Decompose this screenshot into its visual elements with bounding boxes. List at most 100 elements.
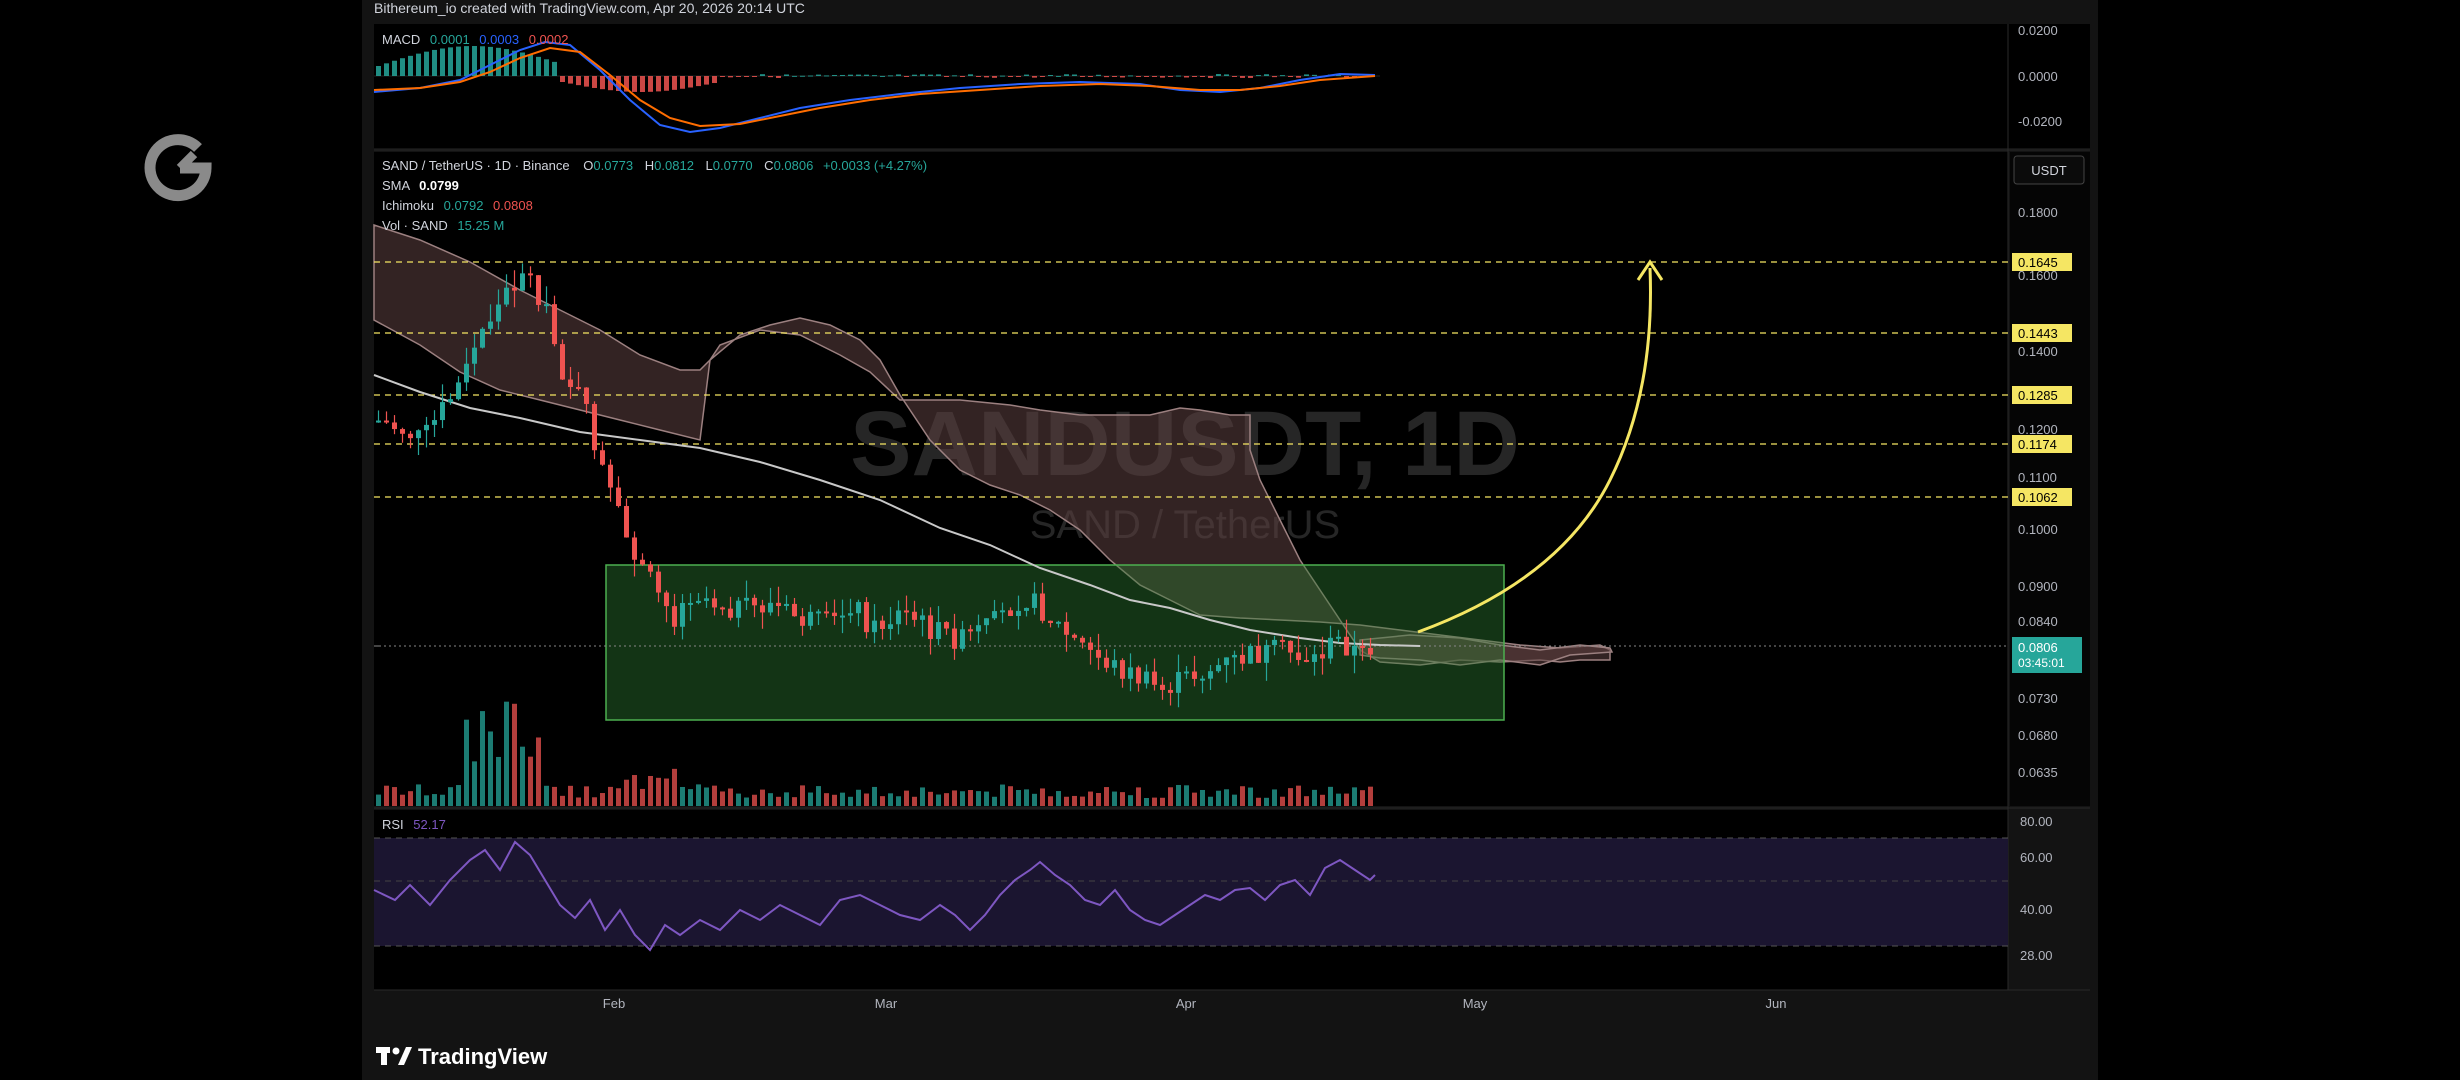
macd-bar — [912, 74, 917, 76]
candle — [1352, 645, 1357, 656]
volume-bar — [920, 787, 925, 806]
macd-bar — [440, 48, 445, 76]
macd-bar — [1200, 76, 1205, 77]
macd-bar — [664, 76, 669, 91]
candle — [616, 487, 621, 507]
macd-bar — [1264, 74, 1269, 76]
volume-bar — [1000, 784, 1005, 806]
candle — [576, 386, 581, 389]
candle — [560, 344, 565, 380]
volume-bar — [904, 790, 909, 806]
volume-bar — [1080, 796, 1085, 806]
volume-bar — [1248, 787, 1253, 806]
macd-bar — [808, 75, 813, 77]
volume-bar — [616, 788, 621, 806]
macd-bar — [960, 76, 965, 77]
volume-bar — [1184, 785, 1189, 806]
volume-bar — [856, 789, 861, 806]
macd-bar — [576, 76, 581, 86]
macd-bar — [976, 76, 981, 77]
volume-bar — [648, 775, 653, 806]
candle — [584, 387, 589, 404]
resistance-levels — [374, 261, 2008, 498]
volume-bar — [712, 785, 717, 806]
macd-bar — [512, 50, 517, 76]
volume-bar — [440, 794, 445, 806]
candle — [648, 564, 653, 572]
volume-bar — [872, 786, 877, 806]
macd-bar — [728, 76, 733, 78]
volume-bar — [496, 756, 501, 806]
candle — [640, 559, 645, 565]
candle — [1184, 671, 1189, 674]
volume-bar — [624, 779, 629, 806]
macd-bar — [472, 46, 477, 76]
volume-bar — [1264, 797, 1269, 806]
volume-bar — [608, 786, 613, 806]
volume-bar — [808, 792, 813, 806]
volume-bar — [848, 796, 853, 806]
volume-bar — [912, 796, 917, 806]
macd-bar — [936, 74, 941, 76]
macd-bar — [904, 76, 909, 77]
consolidation-box — [605, 564, 1505, 721]
price-axis — [2010, 152, 2090, 806]
volume-bar — [416, 784, 421, 806]
macd-bar — [744, 76, 749, 77]
candle — [408, 433, 413, 439]
candle — [472, 347, 477, 364]
candle — [1272, 639, 1277, 646]
macd-bar — [784, 74, 789, 76]
volume-bar — [768, 793, 773, 806]
candle — [480, 328, 485, 348]
volume-bar — [1008, 786, 1013, 806]
candle — [968, 629, 973, 632]
volume-bar — [776, 796, 781, 806]
candle — [768, 602, 773, 613]
volume-bar — [720, 791, 725, 806]
volume-bar — [1200, 789, 1205, 806]
candle — [784, 603, 789, 607]
candle — [552, 304, 557, 345]
candle — [872, 620, 877, 633]
volume-bars — [376, 701, 1373, 806]
macd-bar — [432, 49, 437, 76]
macd-bar — [736, 76, 741, 77]
candle — [400, 429, 405, 434]
macd-bar — [384, 63, 389, 76]
macd-bar — [656, 76, 661, 92]
volume-bar — [424, 795, 429, 806]
candle — [680, 602, 685, 627]
macd-bar — [392, 60, 397, 76]
candle — [1120, 660, 1125, 679]
macd-bar — [1072, 74, 1077, 76]
volume-bar — [1120, 792, 1125, 806]
candle — [808, 611, 813, 626]
volume-bar — [464, 719, 469, 806]
candle — [704, 598, 709, 601]
candle — [392, 422, 397, 430]
volume-bar — [1216, 790, 1221, 806]
candle — [416, 430, 421, 439]
app-logo-icon — [144, 134, 212, 202]
volume-bar — [1296, 785, 1301, 806]
macd-bar — [1080, 76, 1085, 77]
volume-bar — [1352, 787, 1357, 806]
volume-bar — [1064, 796, 1069, 806]
volume-bar — [600, 793, 605, 806]
macd-bar — [1120, 76, 1125, 78]
volume-bar — [680, 786, 685, 806]
volume-bar — [936, 794, 941, 806]
macd-bar — [544, 59, 549, 76]
signal-line — [373, 46, 1376, 128]
candle — [528, 273, 533, 276]
macd-bar — [1296, 76, 1301, 78]
candle — [984, 618, 989, 626]
macd-bar — [888, 75, 893, 77]
candle — [1160, 684, 1165, 690]
candle — [1200, 678, 1205, 681]
macd-bar — [1192, 76, 1197, 77]
candle — [664, 592, 669, 607]
volume-bar — [1344, 793, 1349, 806]
